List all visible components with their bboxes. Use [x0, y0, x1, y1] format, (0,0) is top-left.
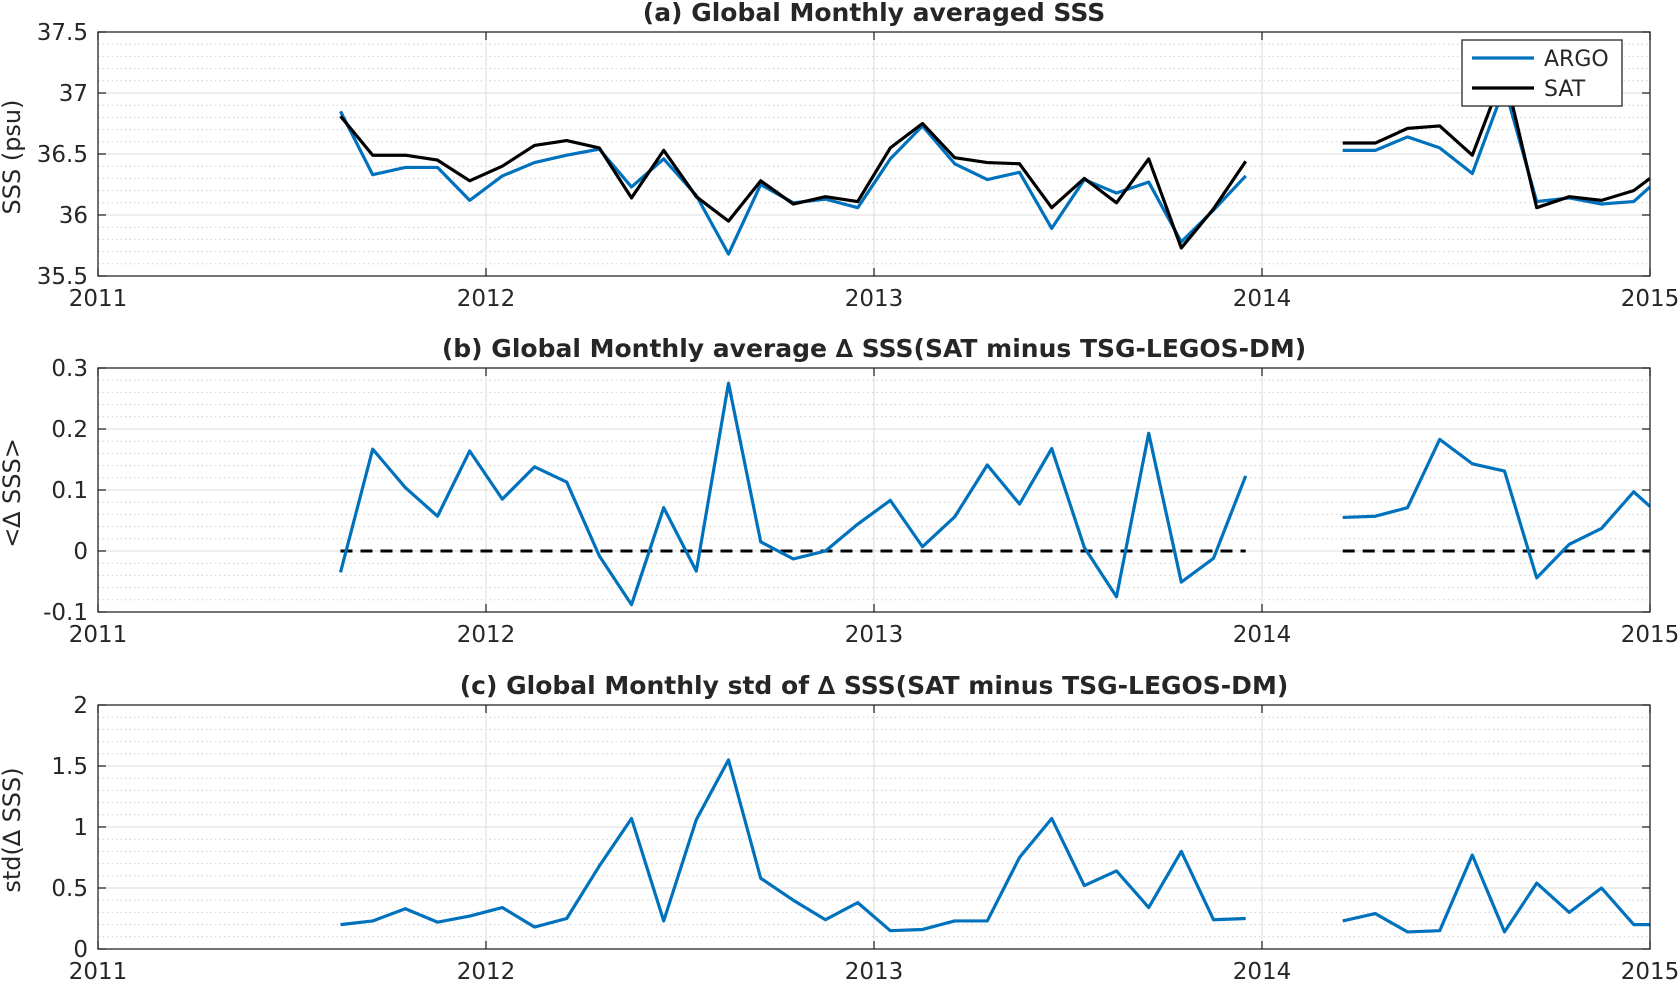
legend: ARGO SAT: [1461, 39, 1623, 107]
y-axis-label: SSS (psu): [0, 99, 26, 214]
y-tick-label: -0.1: [43, 600, 88, 626]
x-tick-label: 2012: [457, 286, 516, 312]
panel-title: (c) Global Monthly std of ∆ SSS(SAT minu…: [460, 671, 1289, 700]
legend-box: [1461, 39, 1623, 107]
y-tick-label: 0: [73, 937, 88, 963]
x-tick-label: 2012: [457, 622, 516, 648]
x-tick-label: 2015: [1621, 622, 1679, 648]
y-tick-label: 0.1: [51, 478, 88, 504]
tick-labels: 35.5 36 36.5 37 37.5 2011 2012 2013 2014 2015: [37, 20, 1679, 312]
x-tick-label: 2012: [457, 959, 516, 982]
axes-frame: [97, 31, 1651, 277]
panel-c-std-delta-sss: (c) Global Monthly std of ∆ SSS(SAT minu…: [0, 671, 1679, 982]
x-tick-label: 2011: [69, 286, 128, 312]
y-axis-label: std(∆ SSS): [0, 767, 26, 892]
y-tick-label: 36.5: [37, 142, 88, 168]
panel-title: (b) Global Monthly average ∆ SSS(SAT min…: [442, 334, 1306, 363]
x-tick-label: 2014: [1233, 959, 1292, 982]
argo-series-line: [339, 85, 1652, 256]
x-tick-label: 2014: [1233, 286, 1292, 312]
y-tick-label: 37.5: [37, 20, 88, 46]
y-tick-label: 0: [73, 539, 88, 565]
x-tick-label: 2013: [845, 622, 904, 648]
axes-frame: [97, 704, 1651, 950]
tick-labels: 0 0.5 1 1.5 2 2011 2012 2013 2014 2015: [51, 693, 1679, 982]
x-tick-label: 2015: [1621, 286, 1679, 312]
x-tick-label: 2011: [69, 959, 128, 982]
y-tick-label: 0.3: [51, 356, 88, 382]
panel-a-sss: (a) Global Monthly averaged SSS SSS (psu…: [0, 0, 1679, 312]
axes-frame: [97, 367, 1651, 613]
y-tick-label: 0.2: [51, 417, 88, 443]
y-tick-label: 37: [59, 81, 88, 107]
series-line-0: [340, 758, 1650, 934]
y-tick-label: 0.5: [51, 876, 88, 902]
series-lines: [338, 381, 1652, 607]
y-tick-label: 35.5: [37, 264, 88, 290]
legend-label: ARGO: [1544, 47, 1609, 72]
panel-title: (a) Global Monthly averaged SSS: [643, 0, 1105, 27]
series-lines: [340, 758, 1650, 934]
legend-label: SAT: [1544, 77, 1586, 102]
y-tick-label: 1.5: [51, 754, 88, 780]
y-tick-label: 1: [73, 815, 88, 841]
x-tick-label: 2015: [1621, 959, 1679, 982]
grid: [97, 704, 1651, 950]
x-tick-label: 2011: [69, 622, 128, 648]
x-tick-label: 2013: [845, 286, 904, 312]
panel-b-mean-delta-sss: (b) Global Monthly average ∆ SSS(SAT min…: [0, 334, 1679, 648]
x-tick-label: 2013: [845, 959, 904, 982]
y-tick-label: 36: [59, 203, 88, 229]
series-lines: [339, 69, 1652, 256]
y-tick-label: 2: [73, 693, 88, 719]
grid: [97, 31, 1651, 277]
tick-labels: -0.1 0 0.1 0.2 0.3 2011 2012 2013 2014 2015: [43, 356, 1679, 648]
x-tick-label: 2014: [1233, 622, 1292, 648]
series-line-0: [338, 381, 1652, 607]
y-axis-label: <∆ SSS>: [0, 438, 26, 548]
